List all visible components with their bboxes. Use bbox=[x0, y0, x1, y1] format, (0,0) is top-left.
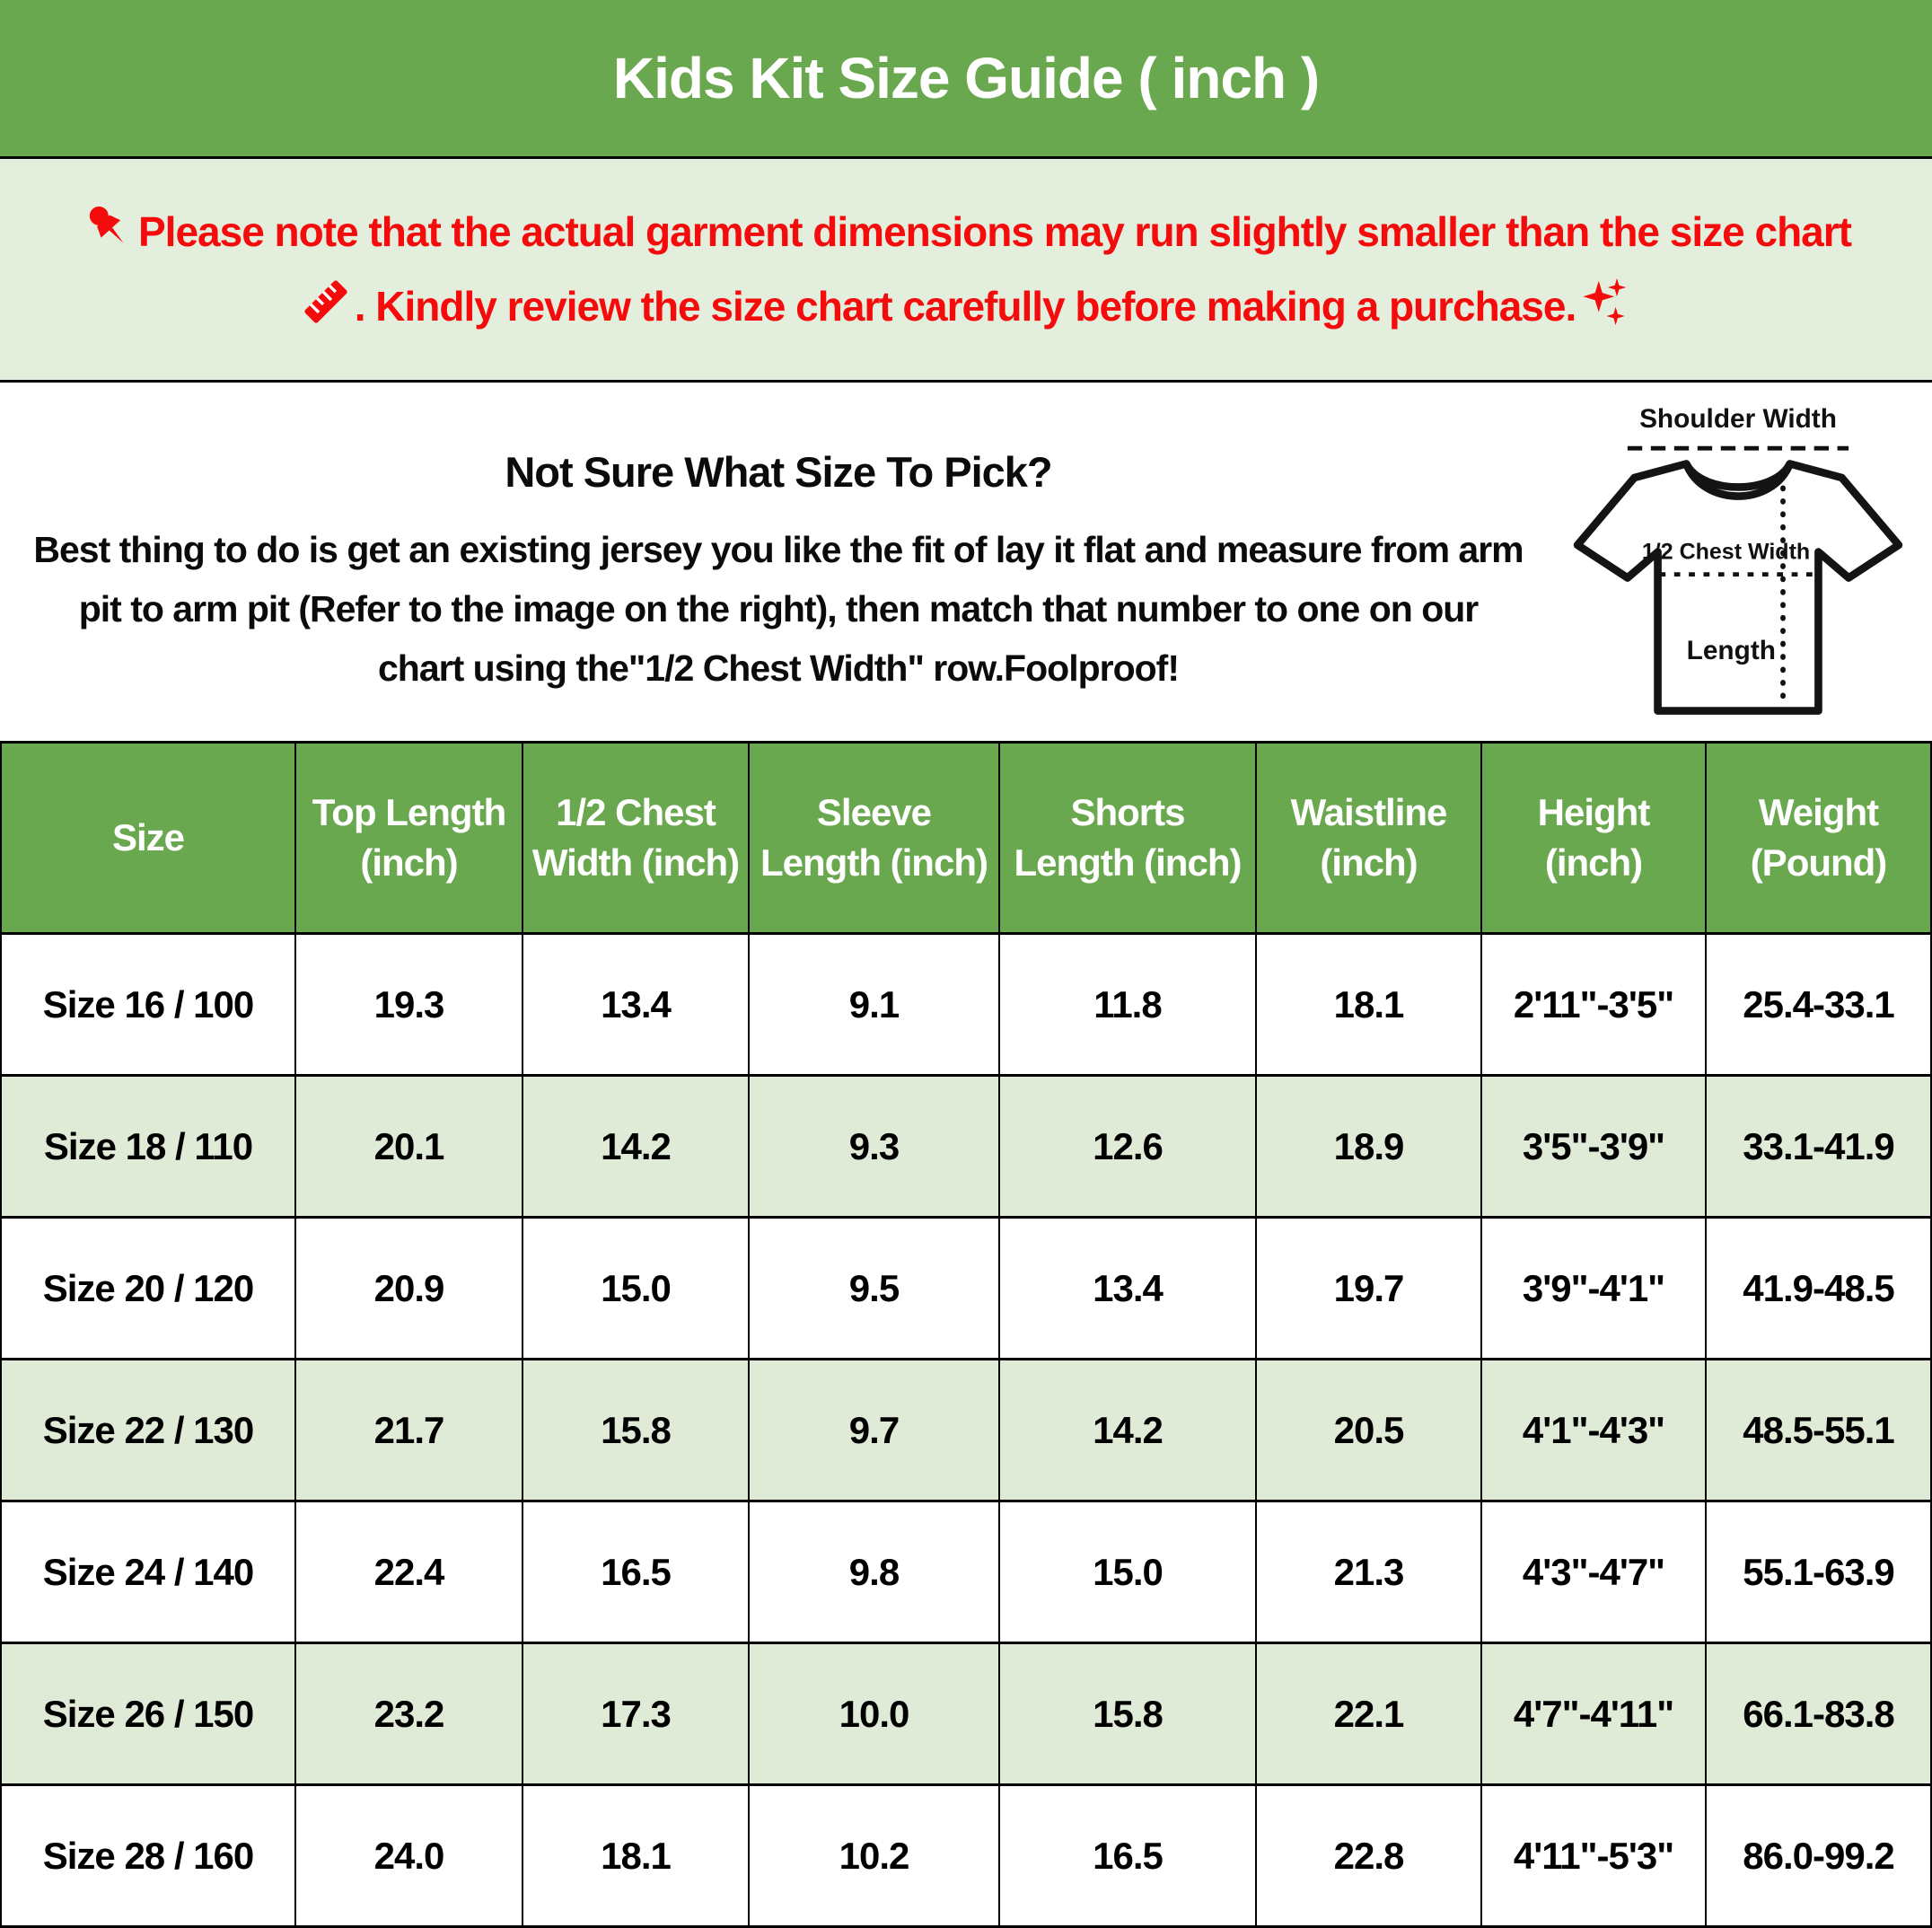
notice-text-1: Please note that the actual garment dime… bbox=[137, 208, 1852, 256]
value-cell: 15.0 bbox=[1000, 1502, 1257, 1642]
value-cell: 9.8 bbox=[750, 1502, 1000, 1642]
value-cell: 9.7 bbox=[750, 1360, 1000, 1500]
value-cell: 13.4 bbox=[1000, 1219, 1257, 1358]
value-cell: 18.1 bbox=[523, 1786, 750, 1925]
value-cell: 9.5 bbox=[750, 1219, 1000, 1358]
value-cell: 18.1 bbox=[1257, 935, 1482, 1074]
value-cell: 21.3 bbox=[1257, 1502, 1482, 1642]
column-header: Shorts Length (inch) bbox=[1000, 744, 1257, 932]
value-cell: 20.1 bbox=[296, 1077, 523, 1216]
value-cell: 11.8 bbox=[1000, 935, 1257, 1074]
notice-line-2: . Kindly review the size chart carefully… bbox=[301, 276, 1632, 338]
value-cell: 17.3 bbox=[523, 1644, 750, 1783]
value-cell: 15.8 bbox=[523, 1360, 750, 1500]
column-header: Height (inch) bbox=[1482, 744, 1707, 932]
value-cell: 4'11"-5'3" bbox=[1482, 1786, 1707, 1925]
value-cell: 10.0 bbox=[750, 1644, 1000, 1783]
value-cell: 19.3 bbox=[296, 935, 523, 1074]
value-cell: 3'9"-4'1" bbox=[1482, 1219, 1707, 1358]
value-cell: 19.7 bbox=[1257, 1219, 1482, 1358]
column-header: Size bbox=[2, 744, 296, 932]
value-cell: 16.5 bbox=[523, 1502, 750, 1642]
table-row: Size 22 / 130 21.7 15.8 9.7 14.2 20.5 4'1"-4'3… bbox=[2, 1360, 1930, 1502]
size-label-cell: Size 22 / 130 bbox=[2, 1360, 296, 1500]
sparkles-icon bbox=[1579, 276, 1631, 338]
column-header: Weight (Pound) bbox=[1750, 791, 1888, 884]
value-cell: 3'5"-3'9" bbox=[1482, 1077, 1707, 1216]
size-label-cell: Size 20 / 120 bbox=[2, 1219, 296, 1358]
value-cell: 22.1 bbox=[1257, 1644, 1482, 1783]
value-cell: 4'3"-4'7" bbox=[1482, 1502, 1707, 1642]
value-cell: 86.0-99.2 bbox=[1743, 1834, 1894, 1877]
value-cell: 20.5 bbox=[1257, 1360, 1482, 1500]
column-header: 1/2 Chest Width (inch) bbox=[523, 744, 750, 932]
column-header: Waistline (inch) bbox=[1257, 744, 1482, 932]
column-header: Sleeve Length (inch) bbox=[750, 744, 1000, 932]
value-cell: 13.4 bbox=[523, 935, 750, 1074]
size-label-cell: Size 16 / 100 bbox=[2, 935, 296, 1074]
page-title: Kids Kit Size Guide ( inch ) bbox=[612, 45, 1320, 110]
notice-text-2: . Kindly review the size chart carefully… bbox=[354, 283, 1577, 330]
value-cell: 4'1"-4'3" bbox=[1482, 1360, 1707, 1500]
value-cell: 15.0 bbox=[523, 1219, 750, 1358]
table-row: Size 16 / 100 19.3 13.4 9.1 11.8 18.1 2'11"-3'… bbox=[2, 935, 1930, 1077]
notice-banner: Please note that the actual garment dime… bbox=[0, 158, 1932, 383]
notice-line-1: Please note that the actual garment dime… bbox=[81, 201, 1852, 263]
title-bar: Kids Kit Size Guide ( inch ) bbox=[0, 0, 1932, 159]
value-cell: 9.1 bbox=[750, 935, 1000, 1074]
table-row: Size 20 / 120 20.9 15.0 9.5 13.4 19.7 3'9"-4'1… bbox=[2, 1219, 1930, 1360]
tshirt-diagram: Shoulder Width 1/2 Chest Width Length bbox=[1557, 383, 1932, 740]
value-cell: 10.2 bbox=[750, 1786, 1000, 1925]
column-header: Top Length (inch) bbox=[296, 744, 523, 932]
value-cell: 18.9 bbox=[1257, 1077, 1482, 1216]
table-header-row: Size Top Length (inch) 1/2 Chest Width (in… bbox=[2, 744, 1930, 935]
table-row: Size 26 / 150 23.2 17.3 10.0 15.8 22.1 4'7"-4'… bbox=[2, 1644, 1930, 1786]
pushpin-icon bbox=[81, 201, 133, 263]
value-cell: 4'7"-4'11" bbox=[1482, 1644, 1707, 1783]
fit-help-body: Best thing to do is get an existing jers… bbox=[33, 528, 1524, 689]
value-cell: 23.2 bbox=[296, 1644, 523, 1783]
value-cell: 20.9 bbox=[296, 1219, 523, 1358]
fit-help-text: Not Sure What Size To Pick? Best thing t… bbox=[0, 383, 1557, 698]
value-cell: 14.2 bbox=[1000, 1360, 1257, 1500]
value-cell: 41.9-48.5 bbox=[1743, 1266, 1894, 1309]
length-label: Length bbox=[1687, 636, 1776, 665]
shoulder-width-label: Shoulder Width bbox=[1639, 404, 1837, 434]
table-row: Size 28 / 160 24.0 18.1 10.2 16.5 22.8 4'11"-5… bbox=[2, 1786, 1930, 1928]
value-cell: 24.0 bbox=[296, 1786, 523, 1925]
table-row: Size 24 / 140 22.4 16.5 9.8 15.0 21.3 4'3"-4'7… bbox=[2, 1502, 1930, 1644]
value-cell: 21.7 bbox=[296, 1360, 523, 1500]
size-table: Size Top Length (inch) 1/2 Chest Width (in… bbox=[0, 741, 1932, 1928]
fit-help-section: Not Sure What Size To Pick? Best thing t… bbox=[0, 382, 1932, 741]
value-cell: 2'11"-3'5" bbox=[1482, 935, 1707, 1074]
ruler-icon bbox=[301, 277, 351, 337]
value-cell: 22.4 bbox=[296, 1502, 523, 1642]
value-cell: 66.1-83.8 bbox=[1743, 1692, 1894, 1735]
size-label-cell: Size 26 / 150 bbox=[2, 1644, 296, 1783]
table-row: Size 18 / 110 20.1 14.2 9.3 12.6 18.9 3'5"-3'9… bbox=[2, 1077, 1930, 1219]
value-cell: 33.1-41.9 bbox=[1743, 1124, 1894, 1167]
value-cell: 14.2 bbox=[523, 1077, 750, 1216]
value-cell: 12.6 bbox=[1000, 1077, 1257, 1216]
value-cell: 16.5 bbox=[1000, 1786, 1257, 1925]
size-label-cell: Size 18 / 110 bbox=[2, 1077, 296, 1216]
value-cell: 15.8 bbox=[1000, 1644, 1257, 1783]
value-cell: 22.8 bbox=[1257, 1786, 1482, 1925]
fit-help-heading: Not Sure What Size To Pick? bbox=[505, 447, 1052, 496]
size-label-cell: Size 28 / 160 bbox=[2, 1786, 296, 1925]
value-cell: 48.5-55.1 bbox=[1743, 1408, 1894, 1451]
value-cell: 25.4-33.1 bbox=[1743, 982, 1894, 1026]
value-cell: 9.3 bbox=[750, 1077, 1000, 1216]
value-cell: 55.1-63.9 bbox=[1743, 1550, 1894, 1593]
size-label-cell: Size 24 / 140 bbox=[2, 1502, 296, 1642]
